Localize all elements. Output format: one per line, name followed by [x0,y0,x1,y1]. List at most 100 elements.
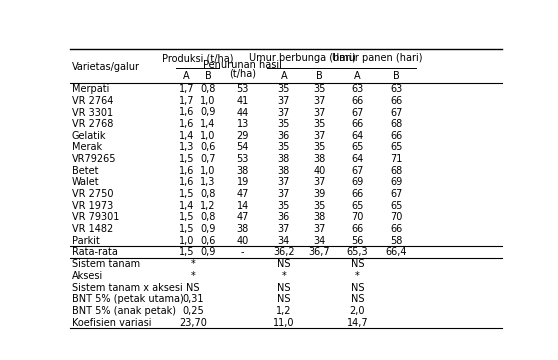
Text: 1,2: 1,2 [276,306,292,316]
Text: 29: 29 [237,131,249,141]
Text: 37: 37 [313,224,326,234]
Text: 36: 36 [278,131,290,141]
Text: 1,3: 1,3 [200,177,216,187]
Text: 64: 64 [351,154,363,164]
Text: 35: 35 [313,143,326,152]
Text: Penurunan hasil: Penurunan hasil [203,60,282,70]
Text: 1,6: 1,6 [179,177,194,187]
Text: 44: 44 [237,108,249,117]
Text: 54: 54 [237,143,249,152]
Text: VR 2768: VR 2768 [72,119,113,129]
Text: 69: 69 [351,177,363,187]
Text: 19: 19 [237,177,249,187]
Text: 38: 38 [314,212,326,222]
Text: *: * [281,271,286,281]
Text: Walet: Walet [72,177,99,187]
Text: Parkit: Parkit [72,235,100,246]
Text: 0,7: 0,7 [200,154,216,164]
Text: Merpati: Merpati [72,84,109,94]
Text: 68: 68 [390,166,402,176]
Text: 38: 38 [314,154,326,164]
Text: Produksi (t/ha): Produksi (t/ha) [162,53,233,63]
Text: 1,3: 1,3 [179,143,194,152]
Text: Umur panen (hari): Umur panen (hari) [331,53,422,63]
Text: BNT 5% (petak utama): BNT 5% (petak utama) [72,294,184,304]
Text: 37: 37 [313,177,326,187]
Text: 37: 37 [278,96,290,106]
Text: 47: 47 [237,189,249,199]
Text: 1,5: 1,5 [179,247,194,257]
Text: 38: 38 [237,166,249,176]
Text: 1,7: 1,7 [179,96,194,106]
Text: 65,3: 65,3 [347,247,368,257]
Text: 0,31: 0,31 [182,294,204,304]
Text: 0,25: 0,25 [182,306,204,316]
Text: (t/ha): (t/ha) [229,68,256,78]
Text: 2,0: 2,0 [349,306,365,316]
Text: 67: 67 [351,108,363,117]
Text: 66,4: 66,4 [386,247,407,257]
Text: 68: 68 [390,119,402,129]
Text: 66: 66 [351,224,363,234]
Text: VR 2750: VR 2750 [72,189,113,199]
Text: 13: 13 [237,119,249,129]
Text: 35: 35 [313,84,326,94]
Text: 69: 69 [390,177,402,187]
Text: 39: 39 [314,189,326,199]
Text: 66: 66 [351,189,363,199]
Text: 71: 71 [390,154,402,164]
Text: VR 1482: VR 1482 [72,224,113,234]
Text: 1,0: 1,0 [179,235,194,246]
Text: 36,7: 36,7 [309,247,330,257]
Text: 35: 35 [278,143,290,152]
Text: 0,8: 0,8 [200,84,216,94]
Text: NS: NS [350,294,364,304]
Text: 40: 40 [237,235,249,246]
Text: 66: 66 [390,96,402,106]
Text: 67: 67 [351,166,363,176]
Text: B: B [205,71,211,81]
Text: 1,6: 1,6 [179,108,194,117]
Text: Umur berbunga (hari): Umur berbunga (hari) [249,53,355,63]
Text: 1,5: 1,5 [179,189,194,199]
Text: 1,4: 1,4 [200,119,216,129]
Text: 65: 65 [390,201,402,211]
Text: 0,6: 0,6 [200,235,216,246]
Text: Sistem tanam: Sistem tanam [72,260,140,269]
Text: 66: 66 [390,131,402,141]
Text: 37: 37 [313,131,326,141]
Text: 35: 35 [278,84,290,94]
Text: 66: 66 [351,119,363,129]
Text: Varietas/galur: Varietas/galur [72,62,140,72]
Text: 53: 53 [237,154,249,164]
Text: 0,9: 0,9 [200,247,216,257]
Text: 56: 56 [351,235,363,246]
Text: 1,5: 1,5 [179,154,194,164]
Text: VR 79301: VR 79301 [72,212,119,222]
Text: *: * [191,260,195,269]
Text: 37: 37 [278,108,290,117]
Text: 63: 63 [351,84,363,94]
Text: 65: 65 [390,143,402,152]
Text: 11,0: 11,0 [273,318,295,328]
Text: -: - [241,247,244,257]
Text: 66: 66 [390,224,402,234]
Text: NS: NS [186,283,200,293]
Text: NS: NS [350,283,364,293]
Text: 34: 34 [314,235,326,246]
Text: BNT 5% (anak petak): BNT 5% (anak petak) [72,306,176,316]
Text: 38: 38 [278,166,290,176]
Text: 64: 64 [351,131,363,141]
Text: 1,6: 1,6 [179,119,194,129]
Text: 70: 70 [351,212,363,222]
Text: A: A [354,71,360,81]
Text: 58: 58 [390,235,402,246]
Text: 37: 37 [278,189,290,199]
Text: 1,7: 1,7 [179,84,194,94]
Text: 67: 67 [390,189,402,199]
Text: Betet: Betet [72,166,98,176]
Text: 14,7: 14,7 [347,318,368,328]
Text: 36,2: 36,2 [273,247,295,257]
Text: 0,9: 0,9 [200,224,216,234]
Text: 37: 37 [313,108,326,117]
